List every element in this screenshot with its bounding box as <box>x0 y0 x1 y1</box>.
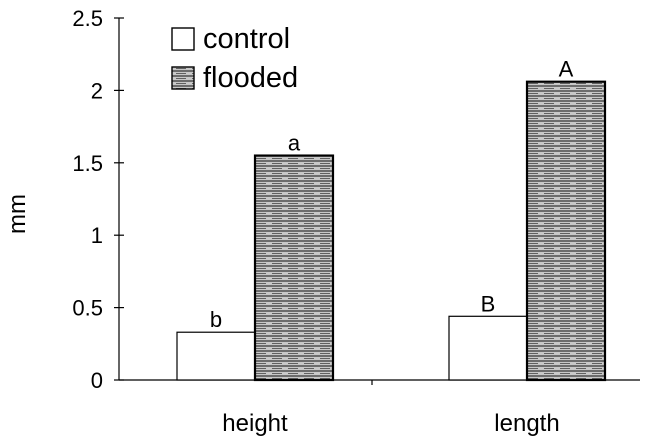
y-tick-label: 0 <box>91 368 103 393</box>
y-axis-label: mm <box>4 194 31 234</box>
legend-swatch-flooded <box>171 66 195 90</box>
x-category-label: height <box>222 410 288 437</box>
y-tick-label: 2.5 <box>72 6 103 31</box>
legend-swatch-control <box>171 27 195 51</box>
bar-flooded-height <box>253 154 335 382</box>
bar-annotation: A <box>559 57 574 82</box>
legend-label-flooded: flooded <box>203 62 298 94</box>
bar-control-length <box>448 315 528 381</box>
y-tick-label: 1.5 <box>72 151 103 176</box>
bar-flooded-length <box>525 80 607 382</box>
bar-annotation: b <box>210 307 222 332</box>
bar-control-height <box>176 331 256 381</box>
bar-annotation: B <box>481 291 496 316</box>
y-tick-label: 2 <box>91 78 103 103</box>
legend-label-control: control <box>203 23 290 55</box>
x-category-label: length <box>494 410 559 437</box>
bar-annotation: a <box>288 131 301 156</box>
y-tick-label: 1 <box>91 223 103 248</box>
y-tick-label: 0.5 <box>72 296 103 321</box>
